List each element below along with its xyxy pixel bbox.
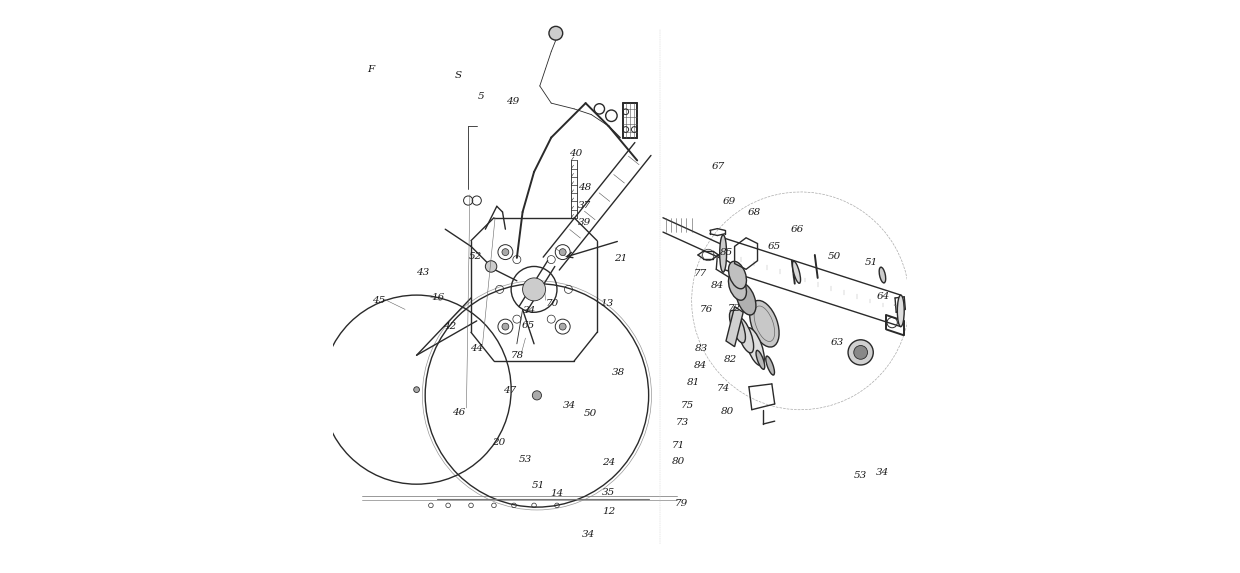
- Text: 66: 66: [791, 225, 805, 234]
- Ellipse shape: [898, 295, 904, 327]
- Text: 45: 45: [372, 296, 384, 305]
- Text: 20: 20: [492, 438, 505, 447]
- Polygon shape: [725, 307, 743, 347]
- Text: 48: 48: [578, 183, 591, 193]
- Text: 74: 74: [717, 384, 730, 393]
- Ellipse shape: [792, 261, 801, 283]
- Text: 73: 73: [676, 418, 688, 427]
- Text: 70: 70: [546, 299, 559, 308]
- Text: 34: 34: [582, 529, 595, 539]
- Text: 16: 16: [432, 293, 444, 303]
- Ellipse shape: [728, 261, 746, 289]
- Text: 80: 80: [672, 457, 684, 466]
- Text: 44: 44: [470, 344, 484, 353]
- Text: 37: 37: [578, 201, 591, 210]
- Text: 13: 13: [600, 299, 614, 308]
- Text: 34: 34: [875, 468, 889, 477]
- Circle shape: [848, 340, 873, 365]
- Text: 71: 71: [672, 441, 684, 450]
- Text: 42: 42: [443, 322, 456, 331]
- Text: 68: 68: [748, 207, 761, 217]
- Ellipse shape: [728, 273, 746, 300]
- Circle shape: [532, 391, 542, 400]
- Circle shape: [522, 278, 546, 301]
- Text: 5: 5: [479, 92, 485, 101]
- Text: 63: 63: [831, 338, 844, 347]
- Ellipse shape: [745, 328, 764, 366]
- Circle shape: [854, 346, 868, 359]
- Text: 21: 21: [615, 254, 627, 264]
- Text: 65: 65: [522, 321, 534, 330]
- Circle shape: [502, 323, 508, 330]
- Ellipse shape: [750, 300, 779, 347]
- Ellipse shape: [879, 267, 885, 283]
- Text: 38: 38: [613, 368, 625, 377]
- Ellipse shape: [766, 356, 775, 375]
- Text: 49: 49: [506, 97, 518, 107]
- Text: 14: 14: [551, 489, 564, 499]
- Text: 53: 53: [518, 455, 532, 464]
- Text: 12: 12: [601, 507, 615, 516]
- Circle shape: [559, 249, 567, 256]
- Text: 24: 24: [601, 458, 615, 468]
- Text: 75: 75: [681, 401, 694, 410]
- Ellipse shape: [737, 283, 756, 315]
- Text: 64: 64: [877, 292, 890, 301]
- Text: 65: 65: [768, 242, 781, 251]
- Text: 67: 67: [712, 162, 725, 171]
- Text: 78: 78: [510, 351, 523, 360]
- Ellipse shape: [737, 317, 754, 353]
- Text: 81: 81: [687, 378, 699, 387]
- Text: 85: 85: [719, 248, 733, 257]
- Text: 84: 84: [711, 281, 724, 290]
- Circle shape: [559, 323, 567, 330]
- Text: 77: 77: [693, 269, 707, 278]
- Text: F: F: [367, 65, 374, 74]
- Text: 72: 72: [728, 304, 742, 313]
- Text: 53: 53: [854, 471, 867, 480]
- Text: 51: 51: [532, 481, 546, 490]
- Text: 35: 35: [601, 488, 615, 497]
- Text: 34: 34: [523, 306, 536, 315]
- Text: 79: 79: [675, 499, 688, 508]
- Text: 50: 50: [828, 252, 842, 261]
- Text: 82: 82: [723, 355, 737, 364]
- Text: 39: 39: [578, 218, 591, 227]
- Ellipse shape: [729, 311, 745, 343]
- Circle shape: [502, 249, 508, 256]
- Circle shape: [414, 387, 419, 393]
- Text: 47: 47: [503, 386, 517, 395]
- Text: 40: 40: [569, 149, 582, 158]
- Circle shape: [485, 261, 497, 272]
- Text: 46: 46: [451, 408, 465, 417]
- Text: 43: 43: [415, 268, 429, 277]
- Text: 52: 52: [469, 252, 482, 261]
- Text: 51: 51: [864, 258, 878, 267]
- Circle shape: [549, 26, 563, 40]
- Text: 50: 50: [584, 409, 596, 418]
- Text: S: S: [455, 71, 463, 80]
- Text: 34: 34: [563, 401, 577, 410]
- Text: 84: 84: [693, 361, 707, 370]
- Text: 83: 83: [694, 344, 708, 353]
- Text: 69: 69: [722, 197, 735, 206]
- Text: 76: 76: [699, 305, 713, 314]
- Text: 80: 80: [722, 407, 734, 416]
- Ellipse shape: [756, 350, 765, 370]
- Ellipse shape: [719, 235, 727, 272]
